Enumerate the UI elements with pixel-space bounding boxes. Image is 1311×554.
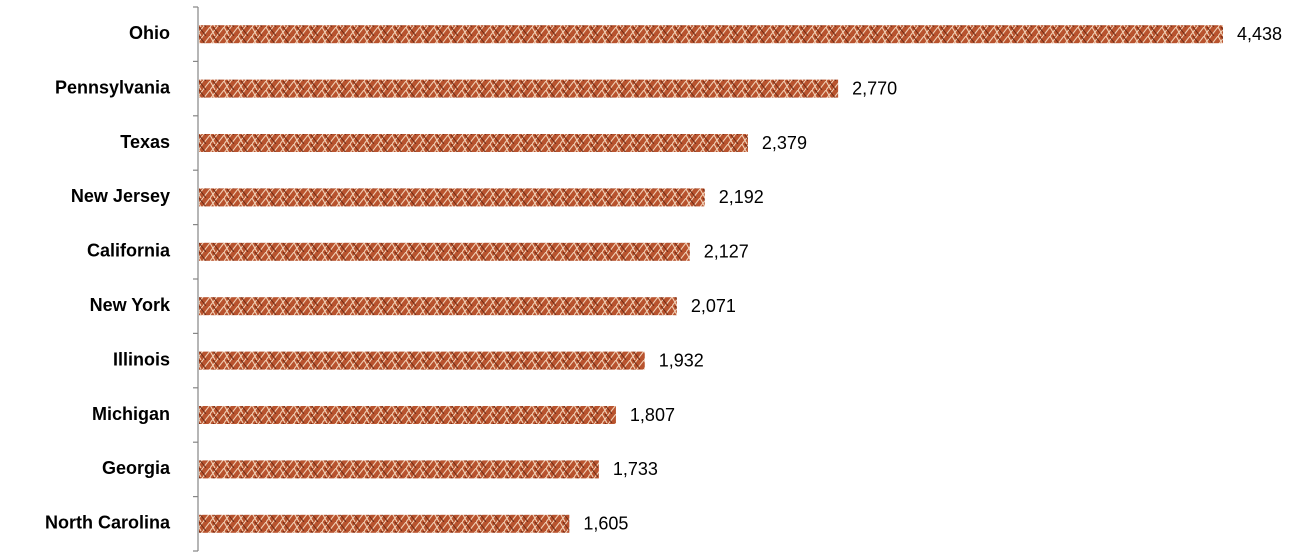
category-label: Ohio: [129, 23, 170, 43]
value-label: 2,770: [852, 78, 897, 98]
category-label: New Jersey: [71, 186, 170, 206]
value-label: 2,127: [704, 242, 749, 262]
value-label: 1,932: [659, 350, 704, 370]
bar: [199, 79, 839, 98]
category-label: Georgia: [102, 458, 171, 478]
category-label: California: [87, 241, 171, 261]
category-label: New York: [90, 295, 171, 315]
bar: [199, 188, 705, 207]
value-label: 1,807: [630, 405, 675, 425]
bar: [199, 406, 616, 424]
value-label: 4,438: [1237, 24, 1282, 44]
bar: [199, 351, 645, 370]
category-label: Illinois: [113, 349, 170, 369]
category-label: Michigan: [92, 404, 170, 424]
bar: [199, 242, 690, 261]
bar: [199, 25, 1223, 44]
bar: [199, 514, 570, 533]
category-label: North Carolina: [45, 513, 171, 533]
value-label: 1,733: [613, 459, 658, 479]
bar: [199, 297, 677, 316]
value-label: 2,379: [762, 133, 807, 153]
category-label: Texas: [120, 132, 170, 152]
category-label: Pennsylvania: [55, 77, 171, 97]
value-label: 2,071: [691, 296, 736, 316]
value-label: 1,605: [583, 514, 628, 534]
value-label: 2,192: [719, 187, 764, 207]
bar: [199, 460, 599, 479]
bar: [199, 134, 748, 152]
